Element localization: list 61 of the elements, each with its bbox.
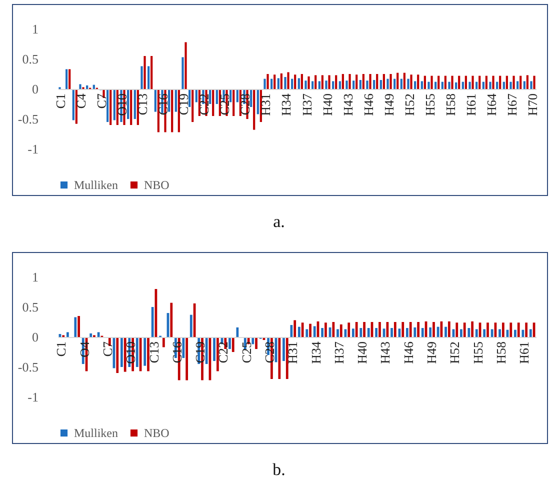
x-tick-label: O10 — [114, 94, 130, 116]
x-tick-label: H40 — [320, 94, 335, 116]
x-tick-label: C16 — [169, 341, 184, 364]
x-tick-label: H46 — [360, 93, 376, 116]
x-tick-label: C28 — [238, 94, 253, 116]
x-tick-label: H61 — [516, 342, 532, 364]
legend-label: Mulliken — [74, 178, 118, 192]
legend-label: Mulliken — [74, 426, 118, 440]
x-tick-label: H43 — [378, 342, 393, 364]
x-tick-label: H31 — [258, 94, 274, 116]
x-tick-label: C1 — [54, 342, 69, 357]
x-tick-label: H55 — [422, 94, 438, 116]
y-tick-label: -0.5 — [18, 112, 38, 126]
x-tick-label: C16 — [156, 93, 171, 116]
x-tick-label: O4 — [76, 341, 92, 358]
x-tick-label: C25 — [217, 94, 232, 116]
x-tick-label: C25 — [238, 342, 254, 364]
x-tick-label: H58 — [442, 94, 458, 116]
x-tick-label: C28 — [262, 342, 277, 364]
x-tick-label: H70 — [524, 94, 540, 116]
x-tick-label: H37 — [331, 341, 346, 364]
x-tick-label: H49 — [424, 342, 440, 364]
x-tick-label: H58 — [493, 342, 508, 364]
x-tick-label: C13 — [135, 94, 150, 116]
x-tick-label: H49 — [381, 94, 396, 116]
x-tick-label: H52 — [447, 342, 462, 364]
x-tick-label: C22 — [216, 342, 231, 364]
x-tick-label: C19 — [176, 94, 192, 116]
x-tick-label: C7 — [100, 341, 115, 357]
y-tick-label: -1 — [28, 142, 38, 156]
x-tick-label: H46 — [400, 341, 416, 364]
x-tick-label: H43 — [340, 94, 356, 116]
x-tick-label: C4 — [74, 93, 89, 109]
x-tick-label: C19 — [192, 342, 208, 364]
y-tick-label: 0 — [32, 82, 38, 96]
x-tick-label: H31 — [285, 342, 300, 364]
x-tick-label: H37 — [299, 93, 314, 116]
y-tick-label: 0 — [32, 330, 38, 344]
y-tick-label: -0.5 — [18, 360, 38, 374]
x-tick-label: H67 — [504, 93, 520, 116]
text: a. — [272, 212, 286, 232]
x-tick-label: H52 — [402, 94, 417, 116]
x-tick-label: C1 — [53, 94, 68, 109]
y-tick-label: 1 — [32, 270, 38, 284]
x-tick-label: C13 — [146, 342, 162, 364]
y-tick-label: 1 — [32, 22, 38, 36]
x-tick-label: H40 — [354, 342, 370, 364]
x-tick-label: C22 — [196, 94, 212, 116]
x-tick-label: H34 — [308, 341, 324, 364]
legend-label: NBO — [144, 178, 170, 192]
y-tick-label: 0.5 — [22, 300, 38, 314]
legend-label: NBO — [144, 426, 170, 440]
x-tick-label: H64 — [484, 93, 499, 116]
text: b. — [272, 460, 286, 480]
x-tick-label: C7 — [94, 93, 110, 109]
x-tick-label: H61 — [463, 94, 478, 116]
y-tick-label: -1 — [28, 390, 38, 404]
x-tick-label: O10 — [123, 342, 138, 364]
x-tick-label: H34 — [278, 93, 294, 116]
x-tick-label: H55 — [470, 342, 486, 364]
y-tick-label: 0.5 — [22, 52, 38, 66]
